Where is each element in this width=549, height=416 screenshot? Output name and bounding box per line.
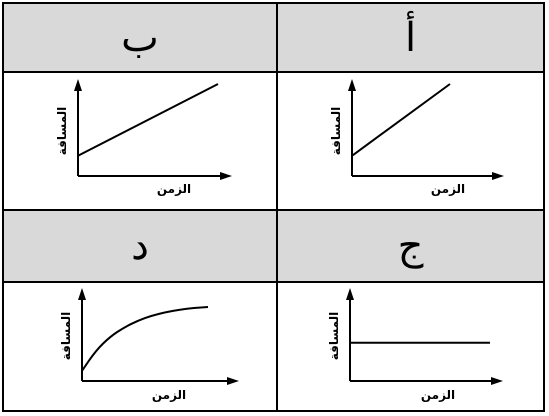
series-line-a <box>351 83 451 157</box>
x-axis-arrow-b <box>220 172 232 180</box>
header-b-text: ب <box>121 14 159 61</box>
header-j: ج <box>276 209 543 281</box>
chart-panel-b: الزمن المسافة <box>4 71 276 209</box>
chart-panel-a: الزمن المسافة <box>276 71 543 209</box>
chart-panel-d: الزمن المسافة <box>4 281 276 410</box>
y-axis-arrow-d <box>78 288 86 300</box>
chart-d: الزمن المسافة <box>59 288 239 402</box>
y-axis-label-b: المسافة <box>55 107 69 156</box>
x-axis-arrow-a <box>492 172 504 180</box>
y-axis-label-a: المسافة <box>329 107 343 156</box>
y-axis-arrow-b <box>74 79 82 91</box>
y-axis-label-d: المسافة <box>59 312 73 361</box>
x-axis-label-d: الزمن <box>152 388 186 402</box>
y-axis-label-j: المسافة <box>327 312 341 361</box>
header-a-text: أ <box>404 14 417 61</box>
y-axis-arrow-j <box>346 288 354 300</box>
y-axis-arrow-a <box>348 79 356 91</box>
series-line-d <box>81 306 209 372</box>
chart-a: الزمن المسافة <box>329 79 504 196</box>
x-axis-label-a: الزمن <box>431 182 465 196</box>
header-j-text: ج <box>397 223 424 269</box>
header-b: ب <box>4 4 276 71</box>
chart-j: الزمن المسافة <box>327 288 503 402</box>
header-d-text: د <box>131 223 149 269</box>
x-axis-label-j: الزمن <box>421 388 455 402</box>
header-a: أ <box>276 4 543 71</box>
x-axis-arrow-j <box>491 377 503 385</box>
graphs-table: ب أ الزمن المسافة الزمن المسافة د ج الزمن ا… <box>2 2 545 412</box>
header-d: د <box>4 209 276 281</box>
chart-b: الزمن المسافة <box>55 79 232 196</box>
x-axis-arrow-d <box>227 377 239 385</box>
chart-panel-j: الزمن المسافة <box>276 281 543 410</box>
series-line-b <box>77 83 219 157</box>
x-axis-label-b: الزمن <box>157 182 191 196</box>
